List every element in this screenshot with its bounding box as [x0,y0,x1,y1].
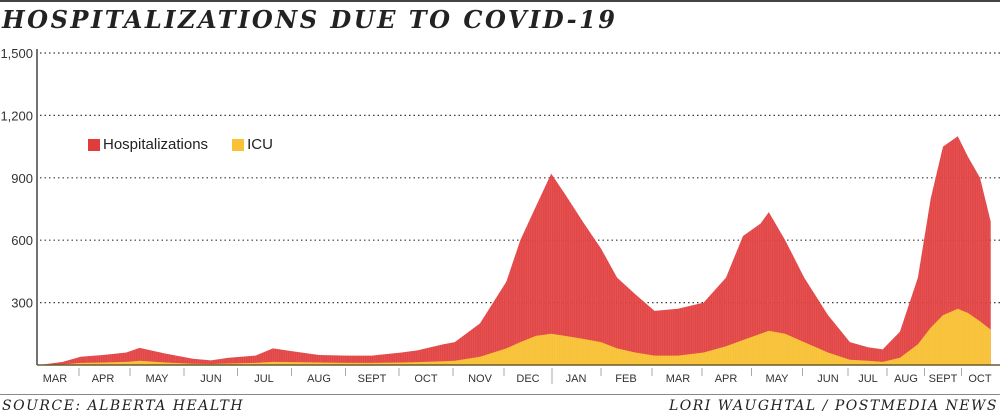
x-tick-label: OCT [968,373,992,385]
x-tick-label: DEC [516,373,539,385]
source-note: SOURCE: ALBERTA HEALTH [2,398,245,414]
x-tick-label: MAY [145,373,169,385]
x-tick-label: SEPT [929,373,958,385]
y-tick-label: 1,500 [0,46,33,61]
x-tick-label: JUN [200,373,221,385]
x-tick-label: FEB [615,373,636,385]
area-icu [39,308,991,365]
x-tick-label: MAR [43,373,68,385]
x-tick-label: OCT [414,373,438,385]
bar-texture [38,53,999,365]
x-tick-label: JUN [817,373,838,385]
legend-label: ICU [247,136,273,153]
x-tick-label: APR [92,373,115,385]
legend: Hospitalizations ICU [88,136,297,153]
credit-note: LORI WAUGHTAL / POSTMEDIA NEWS [668,398,998,414]
legend-item-icu: ICU [232,136,273,153]
x-tick-label: JUL [254,373,274,385]
x-tick-label: NOV [468,373,493,385]
top-rule [0,0,1000,2]
y-tick-label: 600 [11,233,33,248]
chart-title: HOSPITALIZATIONS DUE TO COVID-19 [2,5,618,34]
x-tick-label: APR [715,373,738,385]
legend-label: Hospitalizations [103,136,209,153]
y-tick-label: 1,200 [0,108,33,123]
area-hospitalizations [39,136,991,365]
x-tick-label: AUG [307,373,331,385]
bottom-rule [0,394,1000,395]
y-tick-label: 300 [11,296,33,311]
legend-swatch-hospitalizations [88,138,100,151]
x-tick-label: JAN [566,373,587,385]
legend-item-hospitalizations: Hospitalizations [88,136,208,153]
x-tick-label: MAY [765,373,789,385]
y-tick-label: 900 [11,171,33,186]
x-tick-label: AUG [894,373,918,385]
x-tick-label: MAR [666,373,691,385]
chart: 1,500 1,200 900 600 300 MAR APR MAY JUN JUL AUG SEP… [0,46,1000,385]
legend-swatch-icu [232,138,245,151]
x-tick-label: JUL [858,373,878,385]
x-tick-label: SEPT [358,373,387,385]
